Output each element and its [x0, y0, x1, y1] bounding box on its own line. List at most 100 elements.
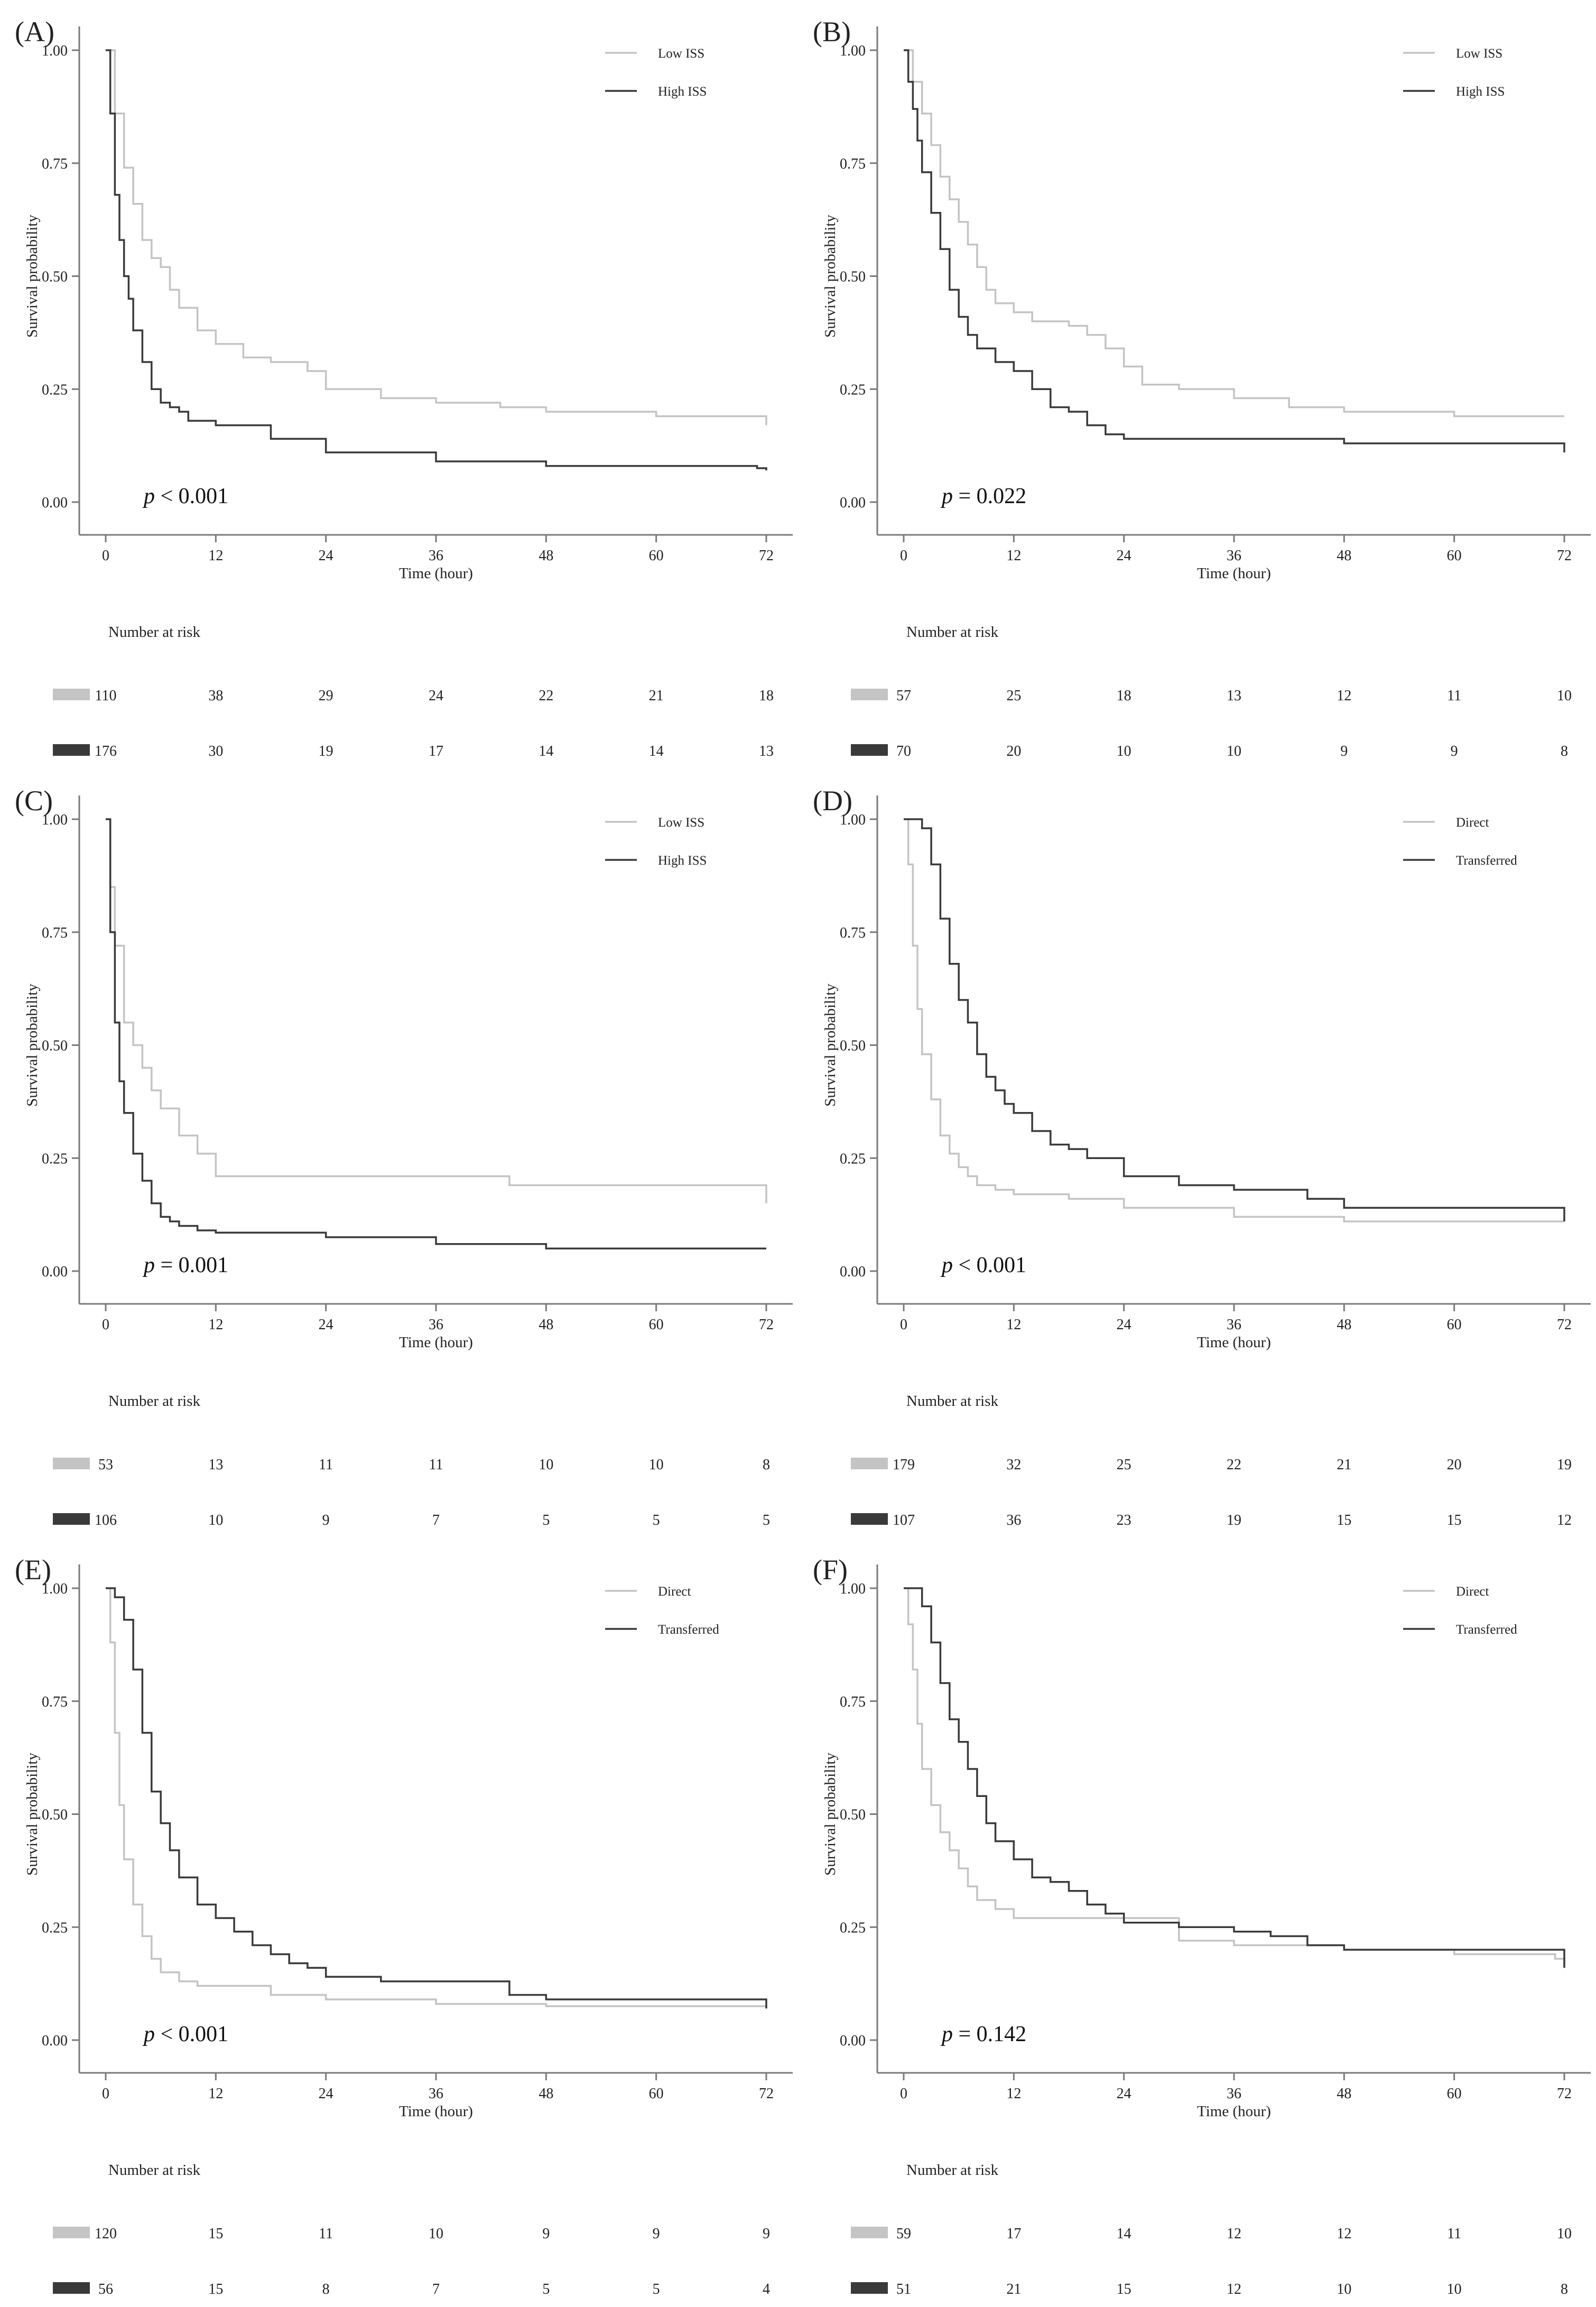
- risk-count: 120: [95, 2226, 117, 2242]
- x-tick-label: 72: [759, 2086, 774, 2102]
- x-tick-label: 48: [1337, 1317, 1351, 1333]
- x-tick-label: 60: [649, 2086, 664, 2102]
- y-tick-label: 0.75: [42, 1694, 68, 1710]
- legend-label: Transferred: [1456, 854, 1517, 868]
- y-axis-title: Survival probability: [24, 1753, 41, 1876]
- x-axis-title: Time (hour): [399, 1334, 473, 1351]
- y-tick-label: 0.50: [42, 1807, 68, 1823]
- risk-count: 53: [98, 1457, 113, 1473]
- x-tick-label: 36: [429, 2086, 443, 2102]
- y-tick-label: 0.00: [42, 495, 68, 511]
- p-value-text: < 0.001: [953, 1253, 1026, 1277]
- risk-count: 5: [542, 1512, 550, 1528]
- x-axis-title: Time (hour): [1197, 1334, 1271, 1351]
- risk-count: 15: [208, 2226, 223, 2242]
- risk-count: 9: [542, 2226, 550, 2242]
- legend-label: High ISS: [658, 85, 707, 99]
- y-tick-label: 0.25: [42, 382, 68, 398]
- y-tick-label: 1.00: [42, 43, 68, 59]
- risk-count: 10: [1557, 688, 1572, 704]
- y-tick-label: 0.75: [840, 1694, 866, 1710]
- risk-count: 29: [319, 688, 333, 704]
- risk-count: 15: [1337, 1512, 1351, 1528]
- risk-count: 22: [539, 688, 553, 704]
- risk-count: 11: [429, 1457, 443, 1473]
- risk-count: 8: [322, 2281, 330, 2297]
- panel-b: (B) 0.00 0.25 0.50 0.75 1.00 0 12 24 36 48 60 72 Time…: [798, 0, 1596, 769]
- risk-count: 14: [1117, 2226, 1131, 2242]
- risk-table-title: Number at risk: [906, 624, 998, 641]
- p-value-annotation: p < 0.001: [142, 2022, 228, 2046]
- risk-count: 15: [1447, 1512, 1462, 1528]
- risk-count: 176: [95, 743, 117, 759]
- y-tick-label: 0.75: [42, 925, 68, 941]
- x-tick-label: 60: [649, 548, 664, 564]
- risk-row-swatch: [53, 744, 90, 756]
- p-symbol: p: [142, 1253, 155, 1277]
- x-tick-label: 24: [319, 1317, 333, 1333]
- risk-count: 20: [1447, 1457, 1462, 1473]
- km-chart-b: (B) 0.00 0.25 0.50 0.75 1.00 0 12 24 36 48 60 72 Time…: [813, 16, 1591, 759]
- risk-count: 18: [1117, 688, 1131, 704]
- y-tick-label: 1.00: [42, 1581, 68, 1597]
- panel-a: (A) 0.00 0.25 0.50 0.75 1.00 0 12 24 36 48 60 72 Time…: [0, 0, 798, 769]
- x-tick-label: 48: [1337, 2086, 1351, 2102]
- x-tick-label: 48: [539, 548, 553, 564]
- x-tick-label: 24: [1117, 548, 1131, 564]
- legend-label: Low ISS: [658, 816, 704, 830]
- risk-row-swatch: [851, 1458, 888, 1469]
- risk-count: 11: [1447, 2226, 1461, 2242]
- risk-count: 19: [1557, 1457, 1572, 1473]
- risk-row-swatch: [53, 1458, 90, 1469]
- risk-count: 17: [1006, 2226, 1021, 2242]
- risk-table-title: Number at risk: [108, 2162, 200, 2179]
- risk-count: 10: [429, 2226, 443, 2242]
- x-tick-label: 0: [102, 1317, 109, 1333]
- x-tick-label: 36: [429, 1317, 443, 1333]
- km-chart-e: (E)0.000.250.500.751.000 12 24 36 48 60 72Time…: [15, 1554, 793, 2297]
- x-tick-label: 24: [319, 2086, 333, 2102]
- p-value-annotation: p < 0.001: [940, 1253, 1026, 1277]
- y-axis-title: Survival probability: [822, 215, 839, 338]
- x-tick-label: 12: [1006, 2086, 1021, 2102]
- y-tick-label: 0.00: [840, 2033, 866, 2049]
- x-tick-label: 48: [1337, 548, 1351, 564]
- x-tick-label: 0: [900, 548, 907, 564]
- y-tick-label: 0.25: [42, 1151, 68, 1167]
- risk-row-swatch: [53, 1513, 90, 1525]
- y-tick-label: 0.50: [840, 1807, 866, 1823]
- y-tick-label: 0.50: [42, 1038, 68, 1054]
- p-value-annotation: p = 0.022: [940, 484, 1026, 508]
- km-curve-transferred: [904, 1587, 1565, 1968]
- p-symbol: p: [940, 1253, 953, 1277]
- y-tick-label: 0.25: [840, 1920, 866, 1936]
- p-value-annotation: p = 0.142: [940, 2022, 1026, 2046]
- p-value-text: < 0.001: [155, 484, 228, 508]
- km-curve-low-iss: [106, 818, 767, 1203]
- x-tick-label: 0: [900, 2086, 907, 2102]
- risk-count: 32: [1006, 1457, 1021, 1473]
- risk-row-swatch: [851, 2282, 888, 2294]
- risk-count: 8: [763, 1457, 770, 1473]
- risk-row-swatch: [851, 1513, 888, 1525]
- p-symbol: p: [940, 484, 953, 508]
- y-tick-label: 0.00: [840, 1264, 866, 1280]
- risk-count: 22: [1227, 1457, 1241, 1473]
- y-tick-label: 1.00: [840, 812, 866, 828]
- km-curve-transferred: [106, 1587, 767, 2009]
- risk-count: 10: [208, 1512, 223, 1528]
- risk-row-swatch: [851, 744, 888, 756]
- risk-count: 10: [1447, 2281, 1462, 2297]
- risk-count: 36: [1006, 1512, 1021, 1528]
- x-tick-label: 60: [649, 1317, 664, 1333]
- risk-count: 110: [95, 688, 117, 704]
- x-tick-label: 12: [208, 548, 223, 564]
- risk-count: 18: [759, 688, 774, 704]
- p-value-text: = 0.001: [155, 1253, 228, 1277]
- panel-e: (E) 0.00 0.25 0.50 0.75 1.00 0 12 24 36 48 60 72 Time…: [0, 1538, 798, 2307]
- risk-count: 11: [319, 2226, 333, 2242]
- km-curve-direct: [106, 1587, 767, 2009]
- panel-label: (F): [813, 1554, 848, 1586]
- risk-count: 8: [1561, 2281, 1568, 2297]
- risk-count: 5: [763, 1512, 770, 1528]
